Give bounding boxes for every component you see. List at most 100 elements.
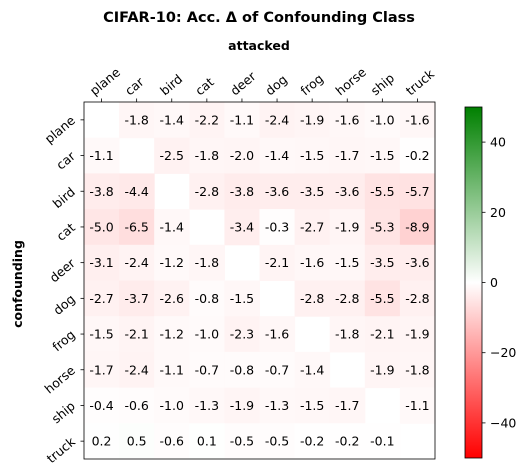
heatmap-cell bbox=[329, 280, 366, 317]
heatmap-cell bbox=[399, 137, 436, 174]
x-tick-label: dog bbox=[262, 72, 290, 99]
colorbar-tick-label: 40 bbox=[490, 135, 506, 150]
cell-value-label: -0.2 bbox=[335, 434, 359, 449]
heatmap-cell bbox=[189, 387, 225, 424]
heatmap-cell bbox=[119, 316, 155, 353]
heatmap-cell bbox=[364, 423, 401, 460]
cell-value-label: -1.8 bbox=[405, 362, 429, 377]
heatmap-cell bbox=[189, 173, 225, 210]
cell-value-label: -2.4 bbox=[124, 255, 148, 270]
heatmap-cell bbox=[224, 137, 260, 174]
heatmap-cell bbox=[154, 351, 190, 389]
heatmap-cell bbox=[259, 423, 296, 460]
cell-value-label: -1.1 bbox=[160, 362, 184, 377]
heatmap-cell bbox=[84, 423, 120, 460]
colorbar-tick-label: −20 bbox=[490, 345, 516, 360]
heatmap-cell bbox=[259, 209, 296, 246]
heatmap-cell-labels: -1.8 -1.4 -2.2 -1.1 -2.4 -1.9 -1.6 -1.0 -1.6 -1.1… bbox=[89, 112, 429, 448]
x-tick-label: horse bbox=[333, 64, 370, 98]
heatmap-cell bbox=[364, 137, 401, 174]
y-tick-label: cat bbox=[53, 220, 78, 244]
heatmap-cell bbox=[259, 244, 296, 281]
plot-frame bbox=[83, 101, 436, 460]
cell-value-label: -0.2 bbox=[405, 148, 429, 163]
heatmap-cell bbox=[119, 351, 155, 389]
cell-value-label: 0.2 bbox=[92, 434, 112, 449]
cell-value-label: -1.7 bbox=[89, 362, 113, 377]
cell-value-label: -0.7 bbox=[195, 362, 219, 377]
cell-value-label: -3.8 bbox=[89, 184, 113, 199]
y-tick-label: car bbox=[53, 148, 78, 173]
cell-value-label: -0.5 bbox=[265, 434, 289, 449]
y-tick-label: frog bbox=[49, 327, 78, 354]
cell-value-label: -2.8 bbox=[335, 291, 359, 306]
heatmap-cell bbox=[364, 102, 401, 139]
cell-value-label: -1.2 bbox=[160, 255, 184, 270]
heatmap-cell bbox=[399, 316, 436, 353]
cell-value-label: -5.5 bbox=[370, 291, 394, 306]
heatmap-cell bbox=[364, 280, 401, 317]
cell-value-label: -2.8 bbox=[405, 291, 429, 306]
cell-value-label: -1.0 bbox=[370, 112, 394, 127]
cell-value-label: -1.8 bbox=[124, 112, 148, 127]
colorbar-tick-label: 0 bbox=[490, 275, 498, 290]
cell-value-label: -0.3 bbox=[265, 219, 289, 234]
cell-value-label: -3.4 bbox=[230, 219, 254, 234]
heatmap-cell bbox=[154, 387, 190, 424]
heatmap-cell bbox=[329, 209, 366, 246]
heatmap-cell bbox=[224, 423, 260, 460]
heatmap-cell bbox=[294, 102, 331, 139]
heatmap-cell bbox=[294, 137, 331, 174]
cell-value-label: -1.5 bbox=[300, 148, 324, 163]
heatmap-cell bbox=[224, 209, 260, 246]
heatmap-cell bbox=[189, 102, 225, 139]
colorbar-tick-label: 20 bbox=[490, 205, 506, 220]
heatmap-cell bbox=[259, 137, 296, 174]
heatmap-cell bbox=[224, 351, 260, 389]
cell-value-label: -6.5 bbox=[124, 219, 148, 234]
heatmap-cell bbox=[189, 316, 225, 353]
heatmap-cell bbox=[154, 316, 190, 353]
x-tick-label: truck bbox=[403, 66, 438, 99]
y-tick-label: horse bbox=[42, 362, 79, 396]
cell-value-label: -3.7 bbox=[124, 291, 148, 306]
cell-value-label: -1.9 bbox=[230, 398, 254, 413]
heatmap-cell bbox=[294, 244, 331, 281]
cell-value-label: -1.5 bbox=[335, 255, 359, 270]
heatmap-cell bbox=[399, 351, 436, 389]
y-tick-label: dog bbox=[50, 291, 78, 318]
cell-value-label: -3.5 bbox=[370, 255, 394, 270]
cell-value-label: -1.7 bbox=[335, 398, 359, 413]
cell-value-label: -1.6 bbox=[300, 255, 324, 270]
cell-value-label: -2.8 bbox=[195, 184, 219, 199]
heatmap-cell bbox=[189, 137, 225, 174]
cell-value-label: -0.8 bbox=[230, 362, 254, 377]
x-tick-label: plane bbox=[87, 64, 123, 98]
heatmap-cell bbox=[119, 173, 155, 210]
heatmap-cell bbox=[84, 244, 120, 281]
cell-value-label: -2.1 bbox=[370, 327, 394, 342]
cell-value-label: -2.6 bbox=[160, 291, 184, 306]
heatmap-cell bbox=[294, 423, 331, 460]
heatmap-cell bbox=[189, 351, 225, 389]
heatmap-cell bbox=[84, 137, 120, 174]
x-tick-label: deer bbox=[227, 68, 259, 98]
chart-title: CIFAR-10: Acc. Δ of Confounding Class bbox=[103, 10, 415, 26]
cell-value-label: -0.4 bbox=[89, 398, 113, 413]
heatmap-cell bbox=[259, 102, 296, 139]
y-tick-label: ship bbox=[48, 398, 77, 426]
cell-value-label: -1.8 bbox=[335, 327, 359, 342]
cell-value-label: -1.9 bbox=[335, 219, 359, 234]
cell-value-label: -1.9 bbox=[300, 112, 324, 127]
cell-value-label: -1.4 bbox=[265, 148, 289, 163]
cell-value-label: -1.5 bbox=[300, 398, 324, 413]
cell-value-label: -1.0 bbox=[160, 398, 184, 413]
heatmap-cell bbox=[84, 209, 120, 246]
heatmap-cell bbox=[189, 423, 225, 460]
cell-value-label: -1.8 bbox=[195, 148, 219, 163]
cell-value-label: -1.3 bbox=[265, 398, 289, 413]
cell-value-label: -1.6 bbox=[265, 327, 289, 342]
y-tick-label: truck bbox=[44, 433, 79, 466]
